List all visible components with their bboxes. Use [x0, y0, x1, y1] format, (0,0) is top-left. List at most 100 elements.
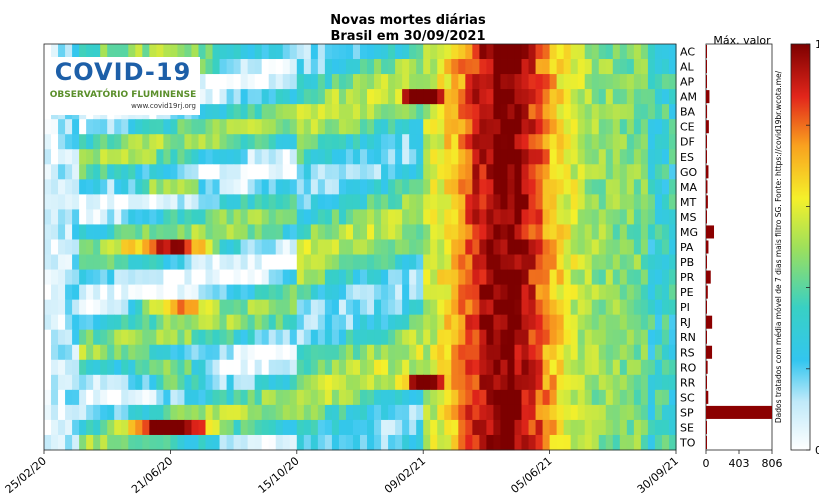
heatmap-cell [163, 134, 171, 150]
heatmap-cell [402, 224, 410, 240]
heatmap-cell [577, 329, 586, 346]
heatmap-cell [65, 389, 73, 406]
heatmap-cell [661, 254, 670, 270]
heatmap-cell [423, 374, 431, 391]
heatmap-cell [296, 164, 305, 180]
heatmap-cell [149, 254, 157, 270]
bar [706, 120, 709, 134]
heatmap-cell [198, 389, 207, 406]
heatmap-cell [254, 74, 263, 90]
heatmap-cell [367, 404, 375, 421]
heatmap-cell [395, 314, 403, 331]
heatmap-cell [44, 434, 52, 451]
heatmap-cell [458, 134, 466, 150]
heatmap-cell [640, 44, 649, 60]
heatmap-cell [310, 74, 319, 90]
heatmap-cell [563, 44, 572, 60]
heatmap-cell [367, 284, 375, 301]
heatmap-cell [331, 299, 340, 316]
heatmap-cell [128, 269, 136, 285]
heatmap-cell [612, 89, 621, 105]
heatmap-cell [184, 314, 193, 331]
heatmap-cell [58, 434, 66, 451]
heatmap-cell [86, 389, 94, 406]
heatmap-cell [338, 179, 347, 195]
bar-chart-title: Máx. valor [713, 34, 771, 47]
heatmap-cell [303, 89, 312, 105]
heatmap-cell [381, 269, 389, 285]
heatmap-cell [416, 104, 424, 120]
heatmap-cell [261, 419, 270, 436]
heatmap-cell [528, 254, 537, 270]
heatmap-cell [303, 104, 312, 120]
heatmap-cell [275, 149, 284, 165]
heatmap-cell [437, 254, 445, 270]
heatmap-cell [240, 299, 249, 316]
heatmap-cell [514, 89, 523, 105]
heatmap-cell [556, 89, 565, 105]
heatmap-cell [493, 119, 502, 135]
heatmap-cell [598, 89, 607, 105]
bar [706, 135, 707, 149]
heatmap-cell [331, 89, 340, 105]
heatmap-cell [472, 44, 480, 60]
heatmap-cell [381, 284, 389, 301]
heatmap-cell [233, 419, 242, 436]
heatmap-cell [338, 104, 347, 120]
heatmap-cell [324, 164, 333, 180]
heatmap-cell [521, 329, 530, 346]
heatmap-cell [219, 74, 228, 90]
heatmap-cell [444, 434, 452, 451]
heatmap-cell [612, 404, 621, 421]
heatmap-cell [619, 119, 628, 135]
heatmap-cell [374, 164, 382, 180]
heatmap-cell [275, 389, 284, 406]
heatmap-cell [44, 119, 52, 135]
heatmap-cell [472, 119, 480, 135]
heatmap-cell [198, 89, 207, 105]
heatmap-cell [507, 59, 516, 75]
heatmap-cell [451, 119, 459, 135]
heatmap-cell [212, 194, 221, 210]
heatmap-cell [72, 194, 80, 210]
heatmap-cell [619, 89, 628, 105]
heatmap-cell [58, 149, 66, 165]
heatmap-cell [633, 434, 642, 451]
state-label: AM [680, 91, 697, 104]
heatmap-cell [65, 299, 73, 316]
heatmap-cell [507, 149, 516, 165]
heatmap-cell [563, 209, 572, 225]
heatmap-cell [521, 149, 530, 165]
heatmap-cell [51, 344, 59, 361]
heatmap-cell [198, 359, 207, 376]
heatmap-cell [437, 209, 445, 225]
heatmap-cell [570, 119, 579, 135]
heatmap-cell [556, 284, 565, 301]
heatmap-cell [409, 254, 417, 270]
heatmap-cell [268, 329, 277, 346]
heatmap-cell [72, 224, 80, 240]
heatmap-cell [542, 389, 551, 406]
heatmap-cell [163, 164, 171, 180]
heatmap-cell [345, 374, 354, 391]
heatmap-cell [261, 194, 270, 210]
heatmap-cell [205, 179, 214, 195]
heatmap-cell [605, 104, 614, 120]
heatmap-cell [647, 389, 656, 406]
heatmap-cell [93, 209, 101, 225]
heatmap-cell [233, 179, 242, 195]
heatmap-cell [388, 119, 396, 135]
heatmap-cell [500, 404, 509, 421]
heatmap-cell [542, 344, 551, 361]
heatmap-cell [451, 359, 459, 376]
heatmap-cell [219, 344, 228, 361]
heatmap-cell [226, 104, 235, 120]
heatmap-cell [542, 299, 551, 316]
heatmap-cell [303, 389, 312, 406]
heatmap-cell [233, 254, 242, 270]
heatmap-cell [367, 149, 375, 165]
heatmap-cell [402, 134, 410, 150]
heatmap-cell [626, 164, 635, 180]
heatmap-cell [233, 389, 242, 406]
heatmap-cell [626, 344, 635, 361]
